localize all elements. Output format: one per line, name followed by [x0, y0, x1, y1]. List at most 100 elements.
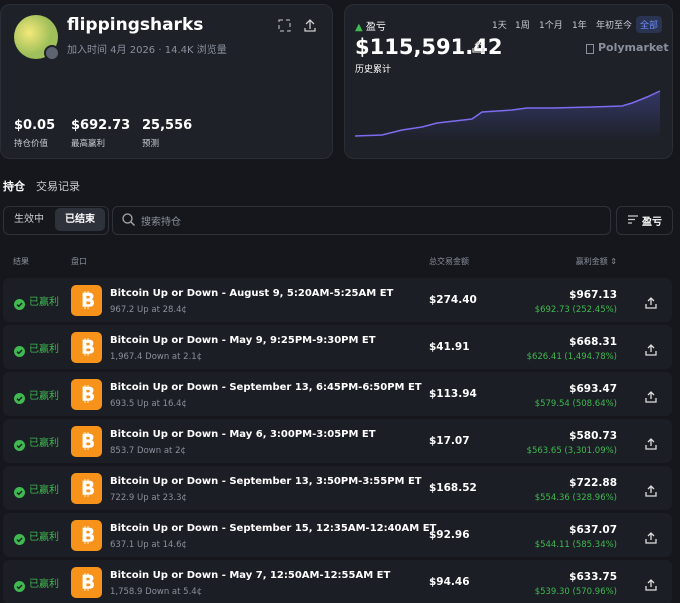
share-button[interactable]	[645, 294, 657, 309]
range-button[interactable]: 年初至今	[596, 21, 633, 31]
pnl-label: ▲ 盈亏	[355, 22, 386, 33]
range-button[interactable]: 1周	[515, 21, 530, 31]
profit: $563.65 (3,301.09%)	[526, 446, 617, 456]
market-icon	[71, 379, 102, 410]
result-icon	[14, 389, 25, 404]
position-row[interactable]	[3, 325, 672, 369]
stat-label: 预测	[142, 139, 160, 149]
stat-label: 最高赢利	[71, 139, 106, 149]
position-row[interactable]	[3, 419, 672, 463]
sort-button[interactable]	[616, 206, 673, 235]
profit: $626.41 (1,494.78%)	[526, 352, 617, 362]
market-title: Bitcoin Up or Down - September 13, 6:45P…	[110, 382, 422, 393]
market-detail: 1,967.4 Down at 2.1¢	[110, 352, 203, 362]
total-amount: $274.40	[429, 294, 477, 306]
market-icon	[71, 426, 102, 457]
market-detail: 722.9 Up at 23.3¢	[110, 493, 187, 503]
joined: 加入时间 4月 2026 · 14.4K 浏览量	[67, 45, 227, 56]
search-placeholder: 搜索持仓	[141, 217, 181, 228]
tab[interactable]: 持仓	[3, 180, 25, 193]
total-amount: $92.96	[429, 529, 470, 541]
profit: $579.54 (508.64%)	[534, 399, 617, 409]
search-box[interactable]	[112, 206, 611, 235]
result-icon	[14, 295, 25, 310]
share-icon[interactable]	[472, 41, 484, 53]
column-header[interactable]: 赢利金额 ⇕	[575, 257, 617, 266]
sort-icon	[628, 215, 638, 224]
win-amount: $580.73	[569, 430, 617, 442]
market-icon	[71, 520, 102, 551]
position-row[interactable]	[3, 513, 672, 557]
total-amount: $113.94	[429, 388, 477, 400]
result: 已赢利	[29, 438, 59, 449]
range-button[interactable]: 1年	[572, 21, 587, 31]
profit: $692.73 (252.45%)	[534, 305, 617, 315]
market-title: Bitcoin Up or Down - May 7, 12:50AM-12:5…	[110, 570, 391, 581]
win-amount: $668.31	[569, 336, 617, 348]
share-button[interactable]	[645, 341, 657, 356]
total-amount: $94.46	[429, 576, 470, 588]
filter-button[interactable]: 已结束	[55, 208, 105, 231]
pnl-label-text: 盈亏	[365, 22, 386, 33]
share-button[interactable]	[645, 576, 657, 591]
column-header-text: 赢利金额	[575, 257, 608, 266]
market-title: Bitcoin Up or Down - May 9, 9:25PM-9:30P…	[110, 335, 376, 346]
total-amount: $17.07	[429, 435, 470, 447]
stat-value: 25,556	[142, 118, 193, 133]
result-icon	[14, 530, 25, 545]
position-row[interactable]	[3, 278, 672, 322]
result-icon	[14, 483, 25, 498]
range-button[interactable]: 1个月	[539, 21, 563, 31]
views: 14.4K 浏览量	[164, 45, 227, 56]
market-title: Bitcoin Up or Down - September 15, 12:35…	[110, 523, 437, 534]
avatar[interactable]	[14, 15, 64, 63]
result-icon	[14, 436, 25, 451]
profit: $539.30 (570.96%)	[534, 587, 617, 597]
market-icon	[71, 473, 102, 504]
market-detail: 967.2 Up at 28.4¢	[110, 305, 187, 315]
join-date: 加入时间 4月 2026	[67, 45, 156, 56]
position-row[interactable]	[3, 466, 672, 510]
range-button[interactable]: 全部	[636, 16, 663, 33]
pnl-sparkline	[354, 90, 661, 140]
profit: $554.36 (328.96%)	[534, 493, 617, 503]
share-button[interactable]	[645, 435, 657, 450]
pnl-sublabel: 历史累计	[355, 65, 392, 75]
win-amount: $693.47	[569, 383, 617, 395]
sort-label: 盈亏	[642, 217, 662, 228]
share-button[interactable]	[645, 388, 657, 403]
market-icon	[71, 567, 102, 598]
result: 已赢利	[29, 485, 59, 496]
result: 已赢利	[29, 344, 59, 355]
filter-button[interactable]: 生效中	[14, 214, 44, 225]
column-header: 盘口	[71, 257, 87, 266]
username: flippingsharks	[67, 15, 204, 35]
stat-value: $0.05	[14, 118, 56, 133]
market-icon	[71, 285, 102, 316]
brand: Polymarket	[586, 41, 669, 54]
column-header: 结果	[13, 257, 29, 266]
result-icon	[14, 342, 25, 357]
filter-toggle	[3, 206, 109, 235]
share-button[interactable]	[645, 482, 657, 497]
market-detail: 853.7 Down at 2¢	[110, 446, 186, 456]
win-amount: $637.07	[569, 524, 617, 536]
position-row[interactable]	[3, 560, 672, 603]
position-row[interactable]	[3, 372, 672, 416]
result: 已赢利	[29, 532, 59, 543]
brand-text: Polymarket	[598, 41, 669, 54]
tab[interactable]: 交易记录	[36, 180, 80, 193]
win-amount: $722.88	[569, 477, 617, 489]
market-title: Bitcoin Up or Down - August 9, 5:20AM-5:…	[110, 288, 394, 299]
stat-value: $692.73	[71, 118, 131, 133]
market-detail: 693.5 Up at 16.4¢	[110, 399, 187, 409]
profile-actions[interactable]	[278, 19, 318, 33]
share-button[interactable]	[645, 529, 657, 544]
total-amount: $41.91	[429, 341, 470, 353]
result: 已赢利	[29, 391, 59, 402]
column-header: 总交易金额	[429, 257, 469, 266]
win-amount: $633.75	[569, 571, 617, 583]
market-detail: 1,758.9 Down at 5.4¢	[110, 587, 203, 597]
range-button[interactable]: 1天	[492, 21, 507, 31]
